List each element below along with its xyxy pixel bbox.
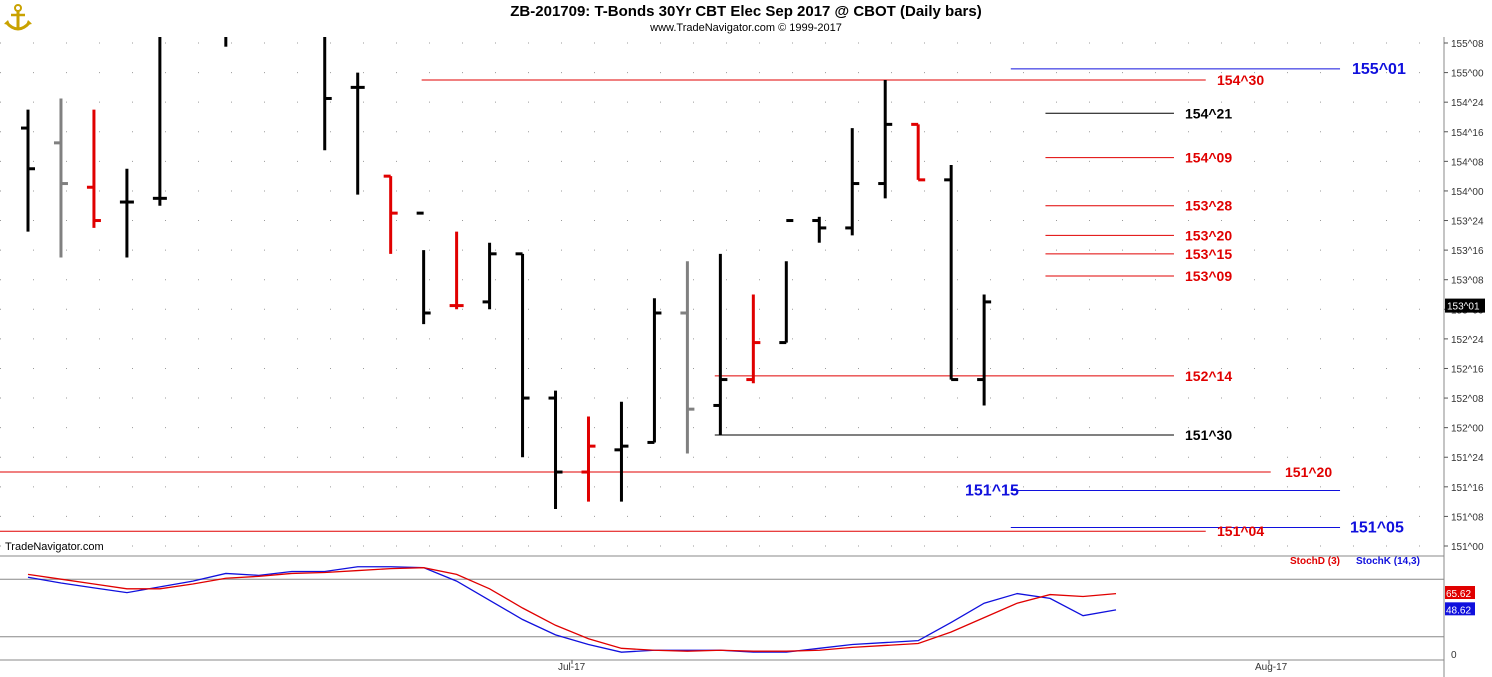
level-label: 151^04 <box>1217 523 1264 539</box>
level-label: 152^14 <box>1185 368 1232 384</box>
price-bar <box>713 253 728 436</box>
y-tick-label: 152^08 <box>1451 394 1484 405</box>
price-bar <box>845 128 860 236</box>
price-bar <box>812 216 827 243</box>
x-tick-label: Jul-17 <box>558 662 586 673</box>
stochastic-panel: StochD (3) StochK (14,3) <box>0 556 1444 653</box>
stoch-value-label: 48.62 <box>1446 605 1471 616</box>
last-price-label: 153^01 <box>1447 302 1480 313</box>
price-bar <box>21 109 35 232</box>
level-label: 151^20 <box>1285 464 1332 480</box>
price-bar <box>647 298 662 444</box>
level-label: 155^01 <box>1352 61 1406 78</box>
legend-entry: StochK (14,3) <box>1356 556 1420 567</box>
level-label: 154^09 <box>1185 150 1232 166</box>
watermark-text: TradeNavigator.com <box>5 541 104 553</box>
price-bar <box>944 165 959 382</box>
stoch-y-tick-label: 0 <box>1451 650 1457 661</box>
price-bar <box>911 122 926 182</box>
y-tick-label: 155^08 <box>1451 39 1484 50</box>
chart-title: ZB-201709: T-Bonds 30Yr CBT Elec Sep 201… <box>510 3 982 20</box>
price-bar <box>449 231 464 310</box>
y-tick-label: 154^08 <box>1451 157 1484 168</box>
level-label: 153^09 <box>1185 268 1232 284</box>
y-tick-label: 153^08 <box>1451 276 1484 287</box>
price-bar <box>224 37 228 47</box>
golden-anchor-logo-icon <box>4 4 32 31</box>
chart-subtitle: www.TradeNavigator.com © 1999-2017 <box>650 22 842 34</box>
price-panel <box>0 13 1444 547</box>
level-label: 154^21 <box>1185 105 1232 121</box>
price-bar <box>152 37 167 206</box>
price-bar <box>515 252 530 458</box>
chart-axes: 155^08 155^00 154^24 154^16 154^08 154^00 153^… <box>0 37 1485 677</box>
price-bar <box>548 390 563 510</box>
y-tick-label: 154^16 <box>1451 128 1484 139</box>
legend-entry: StochD (3) <box>1290 556 1340 567</box>
price-bar <box>186 13 200 35</box>
price-bar <box>252 17 266 21</box>
price-bar <box>482 242 497 310</box>
chart-header: ZB-201709: T-Bonds 30Yr CBT Elec Sep 201… <box>0 0 1492 37</box>
level-label: 151^05 <box>1350 520 1404 537</box>
level-label: 153^15 <box>1185 246 1232 262</box>
level-label: 154^30 <box>1217 72 1264 88</box>
price-bar <box>680 261 695 454</box>
stoch-value-box <box>1445 602 1475 616</box>
y-tick-label: 155^00 <box>1451 69 1484 80</box>
y-tick-label: 154^24 <box>1451 98 1484 109</box>
x-tick-label: Aug-17 <box>1255 662 1288 673</box>
stoch-value-box <box>1445 586 1475 600</box>
price-bar <box>977 294 992 406</box>
price-bar <box>53 98 68 258</box>
y-tick-label: 151^00 <box>1451 542 1484 553</box>
price-bar <box>614 401 629 502</box>
y-tick-label: 152^00 <box>1451 424 1484 435</box>
last-price-box <box>1445 298 1485 313</box>
y-tick-label: 153^24 <box>1451 217 1484 228</box>
y-tick-label: 151^24 <box>1451 453 1484 464</box>
level-label: 153^20 <box>1185 227 1232 243</box>
y-tick-label: 151^08 <box>1451 512 1484 523</box>
price-bar <box>350 72 365 195</box>
stoch-line <box>27 567 1117 652</box>
level-label: 151^30 <box>1185 427 1232 443</box>
price-bar <box>878 79 893 199</box>
price-bar <box>86 109 101 228</box>
price-bar <box>746 294 761 384</box>
price-bar <box>285 13 299 31</box>
price-bar <box>383 174 398 254</box>
y-tick-label: 153^16 <box>1451 246 1484 257</box>
y-tick-label: 152^16 <box>1451 364 1484 375</box>
price-bar <box>119 168 134 258</box>
level-label: 151^15 <box>965 483 1019 500</box>
y-tick-label: 154^00 <box>1451 187 1484 198</box>
price-bar <box>779 219 794 345</box>
price-bar <box>416 211 431 325</box>
y-tick-label: 151^16 <box>1451 483 1484 494</box>
price-bar <box>323 37 332 151</box>
stoch-value-label: 65.62 <box>1446 589 1471 600</box>
stoch-line <box>27 566 1117 653</box>
price-bar <box>581 416 596 502</box>
y-tick-label: 152^24 <box>1451 335 1484 346</box>
level-label: 153^28 <box>1185 198 1232 214</box>
